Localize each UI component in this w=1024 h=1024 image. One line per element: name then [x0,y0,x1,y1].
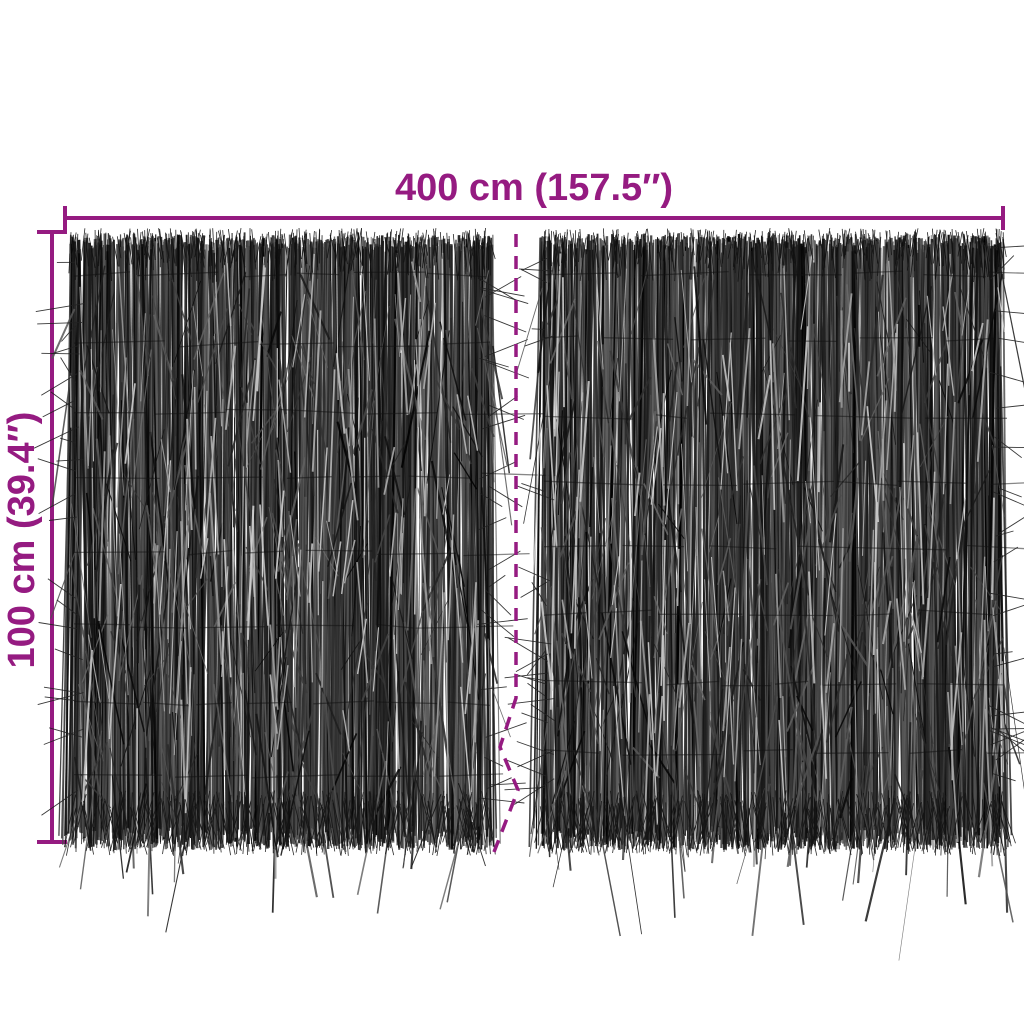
width-dimension-line [65,216,1003,220]
brushwood-fence-panel-left [33,227,557,933]
width-dimension-end-tick-left [63,206,67,230]
brushwood-fence-panel-right [503,227,1024,961]
width-dimension-label: 400 cm (157.5″) [394,167,674,209]
height-dimension-label: 100 cm (39.4″) [1,411,43,669]
height-dimension-end-tick-bottom [37,840,67,844]
width-dimension-end-tick-right [1001,206,1005,230]
height-dimension-end-tick-top [37,230,67,234]
height-dimension-line [50,232,54,842]
